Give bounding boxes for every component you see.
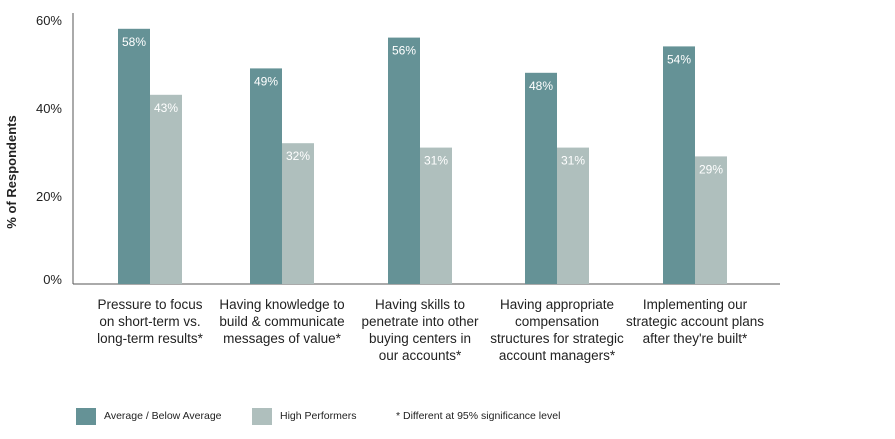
bar-average xyxy=(525,72,557,284)
category-label: Having appropriate compensation structur… xyxy=(490,297,624,363)
bar-high-performers xyxy=(150,94,182,284)
bar-value-label: 48% xyxy=(529,79,553,93)
bar-value-label: 54% xyxy=(667,52,691,66)
bar-value-label: 29% xyxy=(699,162,723,176)
bar-value-label: 58% xyxy=(122,35,146,49)
bar-value-label: 56% xyxy=(392,44,416,58)
legend-item-high-performers: High Performers xyxy=(252,406,356,426)
y-tick-label: 40% xyxy=(36,101,62,116)
bar-value-label: 32% xyxy=(286,149,310,163)
bar-high-performers xyxy=(282,143,314,284)
bar-average xyxy=(388,37,420,284)
category-label: Pressure to focus on short-term vs. long… xyxy=(97,297,203,346)
y-tick-label: 20% xyxy=(36,189,62,204)
category-label: Having knowledge to build & communicate … xyxy=(219,297,345,346)
bar-average xyxy=(118,28,150,284)
y-tick-label: 0% xyxy=(43,272,62,287)
bar-high-performers xyxy=(420,147,452,284)
legend-item-average: Average / Below Average xyxy=(76,406,222,426)
legend-label-average: Average / Below Average xyxy=(104,410,222,422)
bar-high-performers xyxy=(695,156,727,284)
legend-swatch-average xyxy=(76,407,96,425)
y-axis-label: % of Respondents xyxy=(4,115,19,228)
bar-value-label: 31% xyxy=(424,154,448,168)
bar-average xyxy=(250,68,282,285)
legend-swatch-high-performers xyxy=(252,407,272,425)
category-label: Having skills to penetrate into other bu… xyxy=(361,297,479,363)
bar-average xyxy=(663,46,695,285)
significance-note: * Different at 95% significance level xyxy=(396,410,561,422)
category-label: Implementing our strategic account plans… xyxy=(625,297,765,346)
bar-value-label: 43% xyxy=(154,101,178,115)
bar-value-label: 31% xyxy=(561,154,585,168)
legend-label-high-performers: High Performers xyxy=(280,410,357,422)
bar-value-label: 49% xyxy=(254,74,278,88)
y-tick-label: 60% xyxy=(36,13,62,28)
bar-high-performers xyxy=(557,147,589,284)
